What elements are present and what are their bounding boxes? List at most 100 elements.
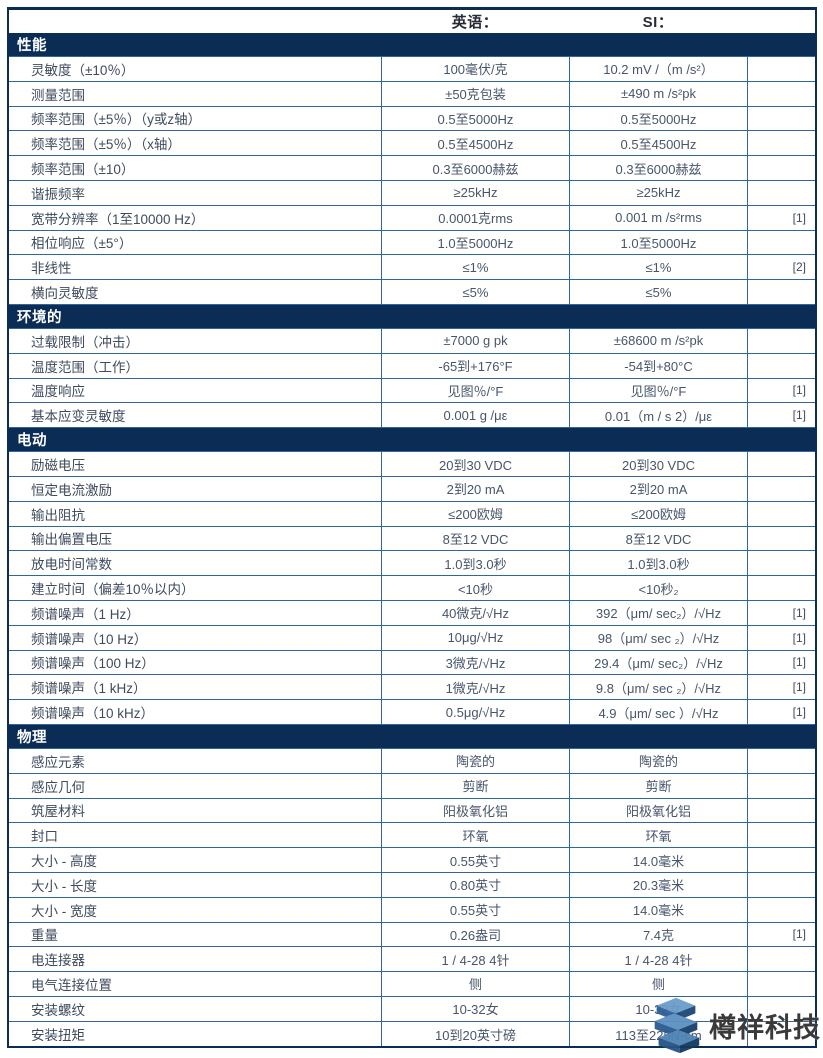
spec-label-cell: 温度响应 [31,384,85,400]
english-value-cell: 0.3至6000赫兹 [381,156,569,180]
si-value-cell: 1 / 4-28 4针 [569,947,747,972]
si-column-header: SI： [642,14,674,31]
table-row: 安装螺纹 10-32女 10-32女 [9,996,815,1022]
si-value-cell: 14.0毫米 [569,897,747,922]
english-value-cell: ±7000 g pk [381,328,569,353]
header-si-cell: SI： [569,10,747,33]
notes-cell [747,230,815,255]
notes-cell [747,57,815,81]
notes-cell: [1] [747,700,815,724]
notes-cell: [1] [747,650,815,675]
si-value-cell: <10秒₂ [569,576,747,600]
si-value-cell: 见图％/°F [569,378,747,403]
si-value-cell: ≤1% [569,255,747,280]
si-value-cell: 10-32女 [569,996,747,1021]
english-value-cell: <10秒 [381,576,569,600]
english-value-cell: 3微克/√Hz [381,650,569,675]
spec-label-cell: 测量范围 [31,87,85,103]
table-row: 相位响应（±5°） 1.0至5000Hz 1.0至5000Hz [9,230,815,256]
spec-label-cell: 基本应变灵敏度 [31,409,126,425]
english-value-cell: 0.5至4500Hz [381,131,569,156]
si-value-cell: 0.5至5000Hz [569,106,747,131]
si-value-cell: 10.2 mV /（m /s²） [569,57,747,81]
english-value-cell: -65到+176°F [381,353,569,378]
spec-label-cell: 大小 - 高度 [31,854,97,869]
table-row: 非线性 ≤1% ≤1% [2] [9,255,815,281]
english-value-cell: 10μg/√Hz [381,625,569,650]
spec-label-cell: 恒定电流激励 [31,482,112,498]
spec-label-cell: 筑屋材料 [31,804,85,820]
spec-label-cell: 谐振频率 [31,186,85,202]
table-row: 过载限制（冲击） ±7000 g pk ±68600 m /s²pk [9,328,815,354]
si-value-cell: ≤200欧姆 [569,501,747,526]
notes-cell [747,353,815,378]
english-value-cell: 20到30 VDC [381,452,569,476]
si-value-cell: ≥25kHz [569,180,747,205]
notes-cell: [1] [747,403,815,428]
si-value-cell: 4.9（μm/ sec ）/√Hz [569,700,747,724]
spec-label-cell: 频率范围（±5％）（y或z轴） [31,112,202,128]
section-header: 电动 [9,428,815,453]
spec-label-cell: 输出阻抗 [31,507,85,523]
table-row: 电连接器 1 / 4-28 4针 1 / 4-28 4针 [9,947,815,973]
table-row: 感应元素 陶瓷的 陶瓷的 [9,748,815,774]
notes-cell [747,996,815,1021]
section-title: 环境的 [17,309,62,326]
english-value-cell: 40微克/√Hz [381,600,569,625]
notes-cell [747,798,815,823]
english-value-cell: ≤1% [381,255,569,280]
spec-label-cell: 建立时间（偏差10％以内） [31,582,195,598]
si-value-cell: 0.001 m /s²rms [569,205,747,230]
english-value-cell: ≥25kHz [381,180,569,205]
table-row: 大小 - 长度 0.80英寸 20.3毫米 [9,872,815,898]
table-row: 大小 - 宽度 0.55英寸 14.0毫米 [9,897,815,923]
notes-cell: [1] [747,675,815,700]
spec-label-cell: 频谱噪声（10 kHz） [31,706,155,722]
english-value-cell: 1 / 4-28 4针 [381,947,569,972]
spec-label-cell: 频谱噪声（100 Hz） [31,656,155,672]
notes-cell [747,773,815,798]
spec-label-cell: 励磁电压 [31,458,85,474]
table-row: 封口 环氧 环氧 [9,823,815,849]
si-value-cell: 9.8（μm/ sec ₂）/√Hz [569,675,747,700]
notes-cell [747,81,815,106]
table-row: 温度响应 见图％/°F 见图％/°F [1] [9,378,815,404]
spec-label-cell: 感应几何 [31,779,85,795]
table-row: 频谱噪声（100 Hz） 3微克/√Hz 29.4（μm/ sec₂）/√Hz [1] [9,650,815,676]
english-column-header: 英语： [451,14,499,31]
si-value-cell: 侧 [569,972,747,996]
spec-label-cell: 频谱噪声（1 Hz） [31,606,140,622]
english-value-cell: 0.001 g /με [381,403,569,428]
section-title: 物理 [17,729,47,746]
notes-cell [747,823,815,848]
notes-cell [747,180,815,205]
english-value-cell: 见图％/°F [381,378,569,403]
notes-cell [747,328,815,353]
notes-cell [747,501,815,526]
si-value-cell: 113至225N-cm [569,1021,747,1047]
table-row: 测量范围 ±50克包装 ±490 m /s²pk [9,81,815,107]
spec-label-cell: 灵敏度（±10％） [31,62,135,78]
table-header-row: 英语： SI： [9,10,815,33]
si-value-cell: 环氧 [569,823,747,848]
si-value-cell: 8至12 VDC [569,526,747,551]
section-title: 性能 [17,38,47,54]
spec-label-cell: 重量 [31,928,58,944]
header-label-cell [9,10,381,33]
english-value-cell: 0.5μg/√Hz [381,700,569,724]
table-row: 频谱噪声（10 kHz） 0.5μg/√Hz 4.9（μm/ sec ）/√Hz [1… [9,700,815,725]
table-row: 输出阻抗 ≤200欧姆 ≤200欧姆 [9,501,815,527]
table-row: 安装扭矩 10到20英寸磅 113至225N-cm [9,1021,815,1047]
spec-label-cell: 封口 [31,829,58,845]
table-row: 建立时间（偏差10％以内） <10秒 <10秒₂ [9,576,815,601]
english-value-cell: 0.0001克rms [381,205,569,230]
table-row: 恒定电流激励 2到20 mA 2到20 mA [9,476,815,502]
spec-label-cell: 相位响应（±5°） [31,236,133,252]
spec-label-cell: 宽带分辨率（1至10000 Hz） [31,211,205,227]
english-value-cell: 2到20 mA [381,476,569,501]
si-value-cell: 0.5至4500Hz [569,131,747,156]
si-value-cell: -54到+80°C [569,353,747,378]
english-value-cell: ±50克包装 [381,81,569,106]
spec-label-cell: 电连接器 [31,953,85,969]
notes-cell: [1] [747,600,815,625]
